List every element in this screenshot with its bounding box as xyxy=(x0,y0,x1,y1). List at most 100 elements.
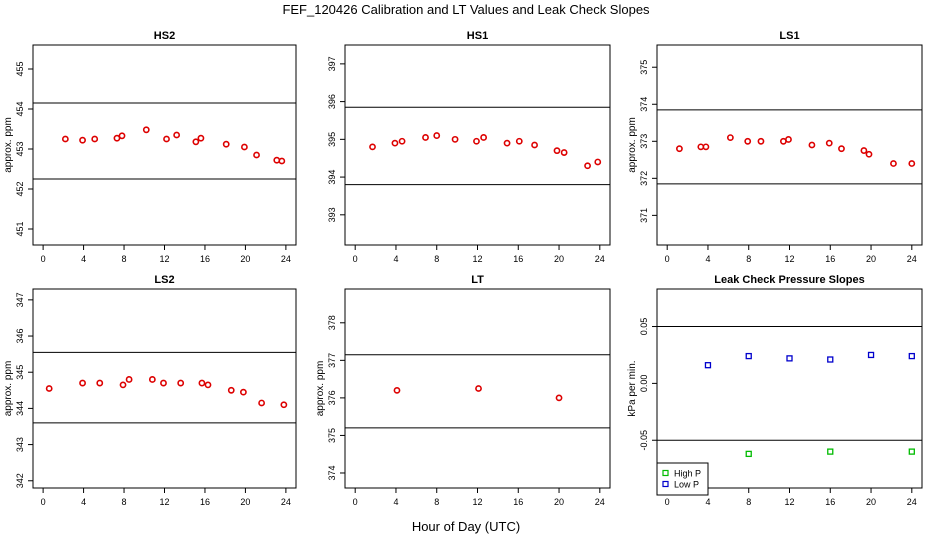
data-point xyxy=(451,135,459,143)
legend-label: High P xyxy=(674,469,701,479)
x-tick-label: 20 xyxy=(240,497,250,507)
data-point xyxy=(594,158,602,166)
data-point xyxy=(860,147,868,154)
y-tick-label: 342 xyxy=(15,473,25,488)
y-tick-label: 453 xyxy=(15,141,25,156)
y-tick-label: 0.05 xyxy=(639,318,649,336)
legend-box xyxy=(656,462,709,496)
data-point xyxy=(827,448,834,455)
y-tick-label: 375 xyxy=(639,60,649,75)
figure-xlabel: Hour of Day (UTC) xyxy=(412,519,520,534)
data-point xyxy=(258,399,266,407)
y-tick-label: 377 xyxy=(327,353,337,368)
data-point xyxy=(584,162,591,170)
x-tick-label: 4 xyxy=(393,497,398,507)
data-point xyxy=(704,362,712,369)
panel-4: LS2 approx. ppm 0 4 8 12 16 20 24 342 343 344 345 346… xyxy=(3,274,297,507)
data-point xyxy=(192,138,200,146)
x-tick-label: 24 xyxy=(595,254,605,264)
x-tick-label: 8 xyxy=(434,497,439,507)
data-point xyxy=(177,379,185,387)
panel-2: HS1 0 4 8 12 16 20 24 393 394 395 396 397 xyxy=(327,30,611,264)
y-tick-label: 397 xyxy=(327,56,337,71)
data-point xyxy=(280,401,288,409)
data-point xyxy=(45,385,53,392)
data-point xyxy=(676,145,683,153)
data-point xyxy=(838,145,845,153)
y-axis-label: approx. ppm xyxy=(627,117,638,173)
data-point xyxy=(113,134,121,142)
y-tick-label: 372 xyxy=(639,171,649,186)
x-tick-label: 16 xyxy=(513,254,523,264)
x-tick-label: 0 xyxy=(353,254,358,264)
y-axis-label: approx. ppm xyxy=(3,361,14,417)
data-point xyxy=(125,376,133,383)
y-tick-label: 343 xyxy=(15,437,25,452)
x-tick-label: 0 xyxy=(665,497,670,507)
x-tick-label: 16 xyxy=(825,254,835,264)
data-point xyxy=(433,132,441,139)
figure-title: FEF_120426 Calibration and LT Values and… xyxy=(282,2,650,17)
x-tick-label: 20 xyxy=(554,254,564,264)
data-point xyxy=(702,143,710,151)
data-point xyxy=(173,131,181,139)
x-tick-label: 4 xyxy=(705,254,710,264)
x-tick-label: 12 xyxy=(784,254,794,264)
y-axis-label: approx. ppm xyxy=(3,117,14,173)
data-point xyxy=(198,379,206,387)
x-tick-label: 12 xyxy=(159,254,169,264)
data-point xyxy=(531,141,538,149)
data-point xyxy=(160,379,167,387)
plot-frame xyxy=(656,44,923,246)
data-point xyxy=(239,388,247,396)
x-tick-label: 12 xyxy=(784,497,794,507)
plot-frame xyxy=(344,288,611,489)
x-tick-label: 16 xyxy=(825,497,835,507)
y-tick-label: 452 xyxy=(15,181,25,196)
y-tick-label: 375 xyxy=(327,428,337,443)
y-tick-label: 393 xyxy=(327,207,337,222)
y-tick-label: 347 xyxy=(15,292,25,307)
data-point xyxy=(241,143,248,151)
data-point xyxy=(480,134,488,141)
data-point xyxy=(253,151,260,159)
y-axis-label: kPa per min. xyxy=(627,360,638,416)
data-point xyxy=(785,136,792,143)
data-point xyxy=(61,135,69,143)
data-point xyxy=(744,137,752,145)
y-tick-label: 395 xyxy=(327,132,337,147)
data-point xyxy=(475,385,482,392)
data-point xyxy=(865,150,873,158)
data-point xyxy=(555,394,563,402)
x-tick-label: 8 xyxy=(122,254,127,264)
x-tick-label: 4 xyxy=(393,254,398,264)
y-tick-label: 346 xyxy=(15,329,25,344)
plot-frame xyxy=(344,44,611,246)
panel-6: Leak Check Pressure Slopes kPa per min. 0 4… xyxy=(627,274,923,507)
data-point xyxy=(91,135,99,143)
data-point xyxy=(222,140,230,148)
data-point xyxy=(908,448,915,455)
x-tick-label: 24 xyxy=(907,254,917,264)
panels: HS2 approx. ppm 0 4 8 12 16 20 24 451 452 453 454 455… xyxy=(3,30,923,507)
data-point xyxy=(825,139,833,147)
x-tick-label: 24 xyxy=(907,497,917,507)
y-tick-label: 374 xyxy=(639,97,649,112)
x-tick-label: 0 xyxy=(41,254,46,264)
data-point xyxy=(745,352,752,360)
data-point xyxy=(79,136,86,144)
plot-frame xyxy=(656,288,923,489)
data-point xyxy=(422,134,429,141)
x-tick-label: 12 xyxy=(159,497,169,507)
x-tick-label: 8 xyxy=(122,497,127,507)
y-tick-label: 0.00 xyxy=(639,375,649,393)
y-tick-label: 378 xyxy=(327,315,337,330)
data-point xyxy=(96,379,104,387)
data-point xyxy=(227,386,235,394)
y-tick-label: 455 xyxy=(15,61,25,76)
data-point xyxy=(393,386,401,394)
data-point xyxy=(197,134,205,142)
panel-title: LS1 xyxy=(779,30,799,42)
